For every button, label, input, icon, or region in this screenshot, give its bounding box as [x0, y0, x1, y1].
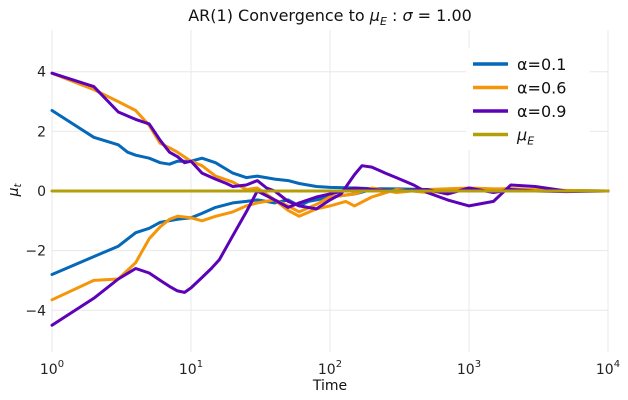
chart-title: AR(1) Convergence to μE : σ = 1.00 — [188, 6, 472, 28]
y-tick-labels: −4 −2 0 2 4 — [25, 65, 46, 320]
y-tick-label: 2 — [37, 124, 46, 140]
plot-area — [50, 71, 610, 327]
x-tick-label: 101 — [179, 359, 203, 378]
x-tick-label: 103 — [457, 359, 481, 378]
legend-label: α=0.1 — [517, 55, 566, 74]
x-axis-label: Time — [312, 378, 347, 394]
x-tick-label: 104 — [596, 359, 620, 378]
y-tick-label: −2 — [25, 244, 46, 260]
x-tick-label: 102 — [318, 359, 342, 378]
x-tick-label: 100 — [40, 359, 64, 378]
y-tick-label: 0 — [37, 184, 46, 200]
series-line — [50, 186, 610, 327]
y-axis-label: μt — [6, 183, 24, 198]
y-tick-label: 4 — [37, 65, 46, 81]
legend-label: α=0.6 — [517, 79, 566, 98]
legend-label: α=0.9 — [517, 102, 566, 121]
series-line — [50, 71, 610, 211]
legend-label: μE — [516, 126, 534, 148]
legend: α=0.1 α=0.6 α=0.9 μE — [466, 48, 590, 150]
x-tick-labels: 100 101 102 103 104 — [40, 359, 620, 378]
y-tick-label: −4 — [25, 303, 46, 319]
